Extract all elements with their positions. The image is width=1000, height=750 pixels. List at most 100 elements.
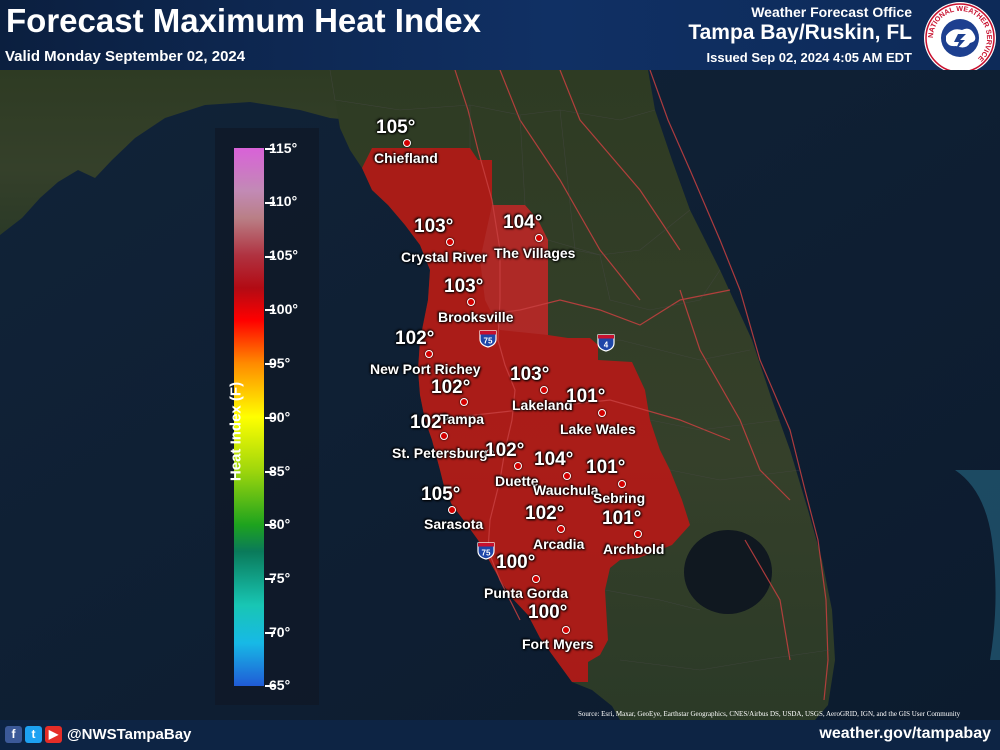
legend-tick-label: 90° bbox=[269, 409, 291, 425]
point-city: Wauchula bbox=[533, 482, 599, 498]
land-bahamas-edge bbox=[955, 470, 1000, 660]
legend-tick-label: 105° bbox=[269, 247, 298, 263]
legend-tick-label: 75° bbox=[269, 570, 291, 586]
point-city: Brooksville bbox=[438, 309, 514, 325]
point-city: Duette bbox=[495, 473, 539, 489]
twitter-icon[interactable]: t bbox=[25, 726, 42, 743]
legend-tick bbox=[265, 685, 275, 687]
point-marker bbox=[467, 298, 475, 306]
point-city: Lake Wales bbox=[560, 421, 636, 437]
header-bar: Forecast Maximum Heat Index Valid Monday… bbox=[0, 0, 1000, 74]
footer-bar: f t ▶ @NWSTampaBay weather.gov/tampabay bbox=[0, 720, 1000, 750]
point-marker bbox=[598, 409, 606, 417]
county-lines bbox=[329, 70, 831, 671]
svg-text:75: 75 bbox=[482, 549, 491, 558]
point-value: 103° bbox=[414, 216, 454, 237]
point-city: New Port Richey bbox=[370, 361, 481, 377]
interstate-75-shield-south: 75 bbox=[477, 542, 495, 560]
interstate-4-shield: 4 bbox=[597, 334, 615, 352]
legend-tick bbox=[265, 148, 275, 150]
map-source-credit: Source: Esri, Maxar, GeoEye, Earthstar G… bbox=[578, 710, 961, 718]
legend-tick-label: 110° bbox=[269, 193, 298, 209]
legend-tick-label: 65° bbox=[269, 677, 291, 693]
point-value: 104° bbox=[534, 449, 574, 470]
legend-tick bbox=[265, 363, 275, 365]
point-value: 101° bbox=[602, 508, 642, 529]
highways bbox=[429, 70, 829, 701]
social-handle[interactable]: @NWSTampaBay bbox=[67, 726, 192, 743]
point-city: St. Petersburg bbox=[392, 445, 488, 461]
heat-index-map: 75 75 4 bbox=[0, 70, 1000, 720]
point-marker bbox=[562, 626, 570, 634]
heat-index-region bbox=[362, 148, 690, 682]
point-value: 100° bbox=[496, 552, 536, 573]
point-city: Lakeland bbox=[512, 397, 573, 413]
point-value: 102° bbox=[525, 503, 565, 524]
point-marker bbox=[486, 449, 494, 457]
point-value: 102° bbox=[485, 440, 525, 461]
point-marker bbox=[446, 238, 454, 246]
point-value: 101° bbox=[586, 457, 626, 478]
point-marker bbox=[557, 525, 565, 533]
office-label: Weather Forecast Office bbox=[751, 4, 912, 20]
point-value: 102° bbox=[410, 412, 450, 433]
point-value: 105° bbox=[421, 484, 461, 505]
legend-tick-label: 70° bbox=[269, 624, 291, 640]
point-marker bbox=[440, 432, 448, 440]
point-value: 103° bbox=[510, 364, 550, 385]
facebook-icon[interactable]: f bbox=[5, 726, 22, 743]
point-marker bbox=[403, 139, 411, 147]
svg-text:4: 4 bbox=[604, 341, 609, 350]
land-panhandle bbox=[0, 70, 350, 235]
point-city-tampa: Tampa bbox=[440, 411, 485, 427]
florida-satellite-map bbox=[0, 70, 1000, 720]
legend-tick bbox=[265, 524, 275, 526]
point-marker bbox=[460, 398, 468, 406]
legend-tick-label: 95° bbox=[269, 355, 291, 371]
svg-text:75: 75 bbox=[484, 337, 493, 346]
point-city: Fort Myers bbox=[522, 636, 594, 652]
legend-tick-label: 115° bbox=[269, 140, 298, 156]
office-name: Tampa Bay/Ruskin, FL bbox=[688, 21, 912, 44]
legend-tick-label: 80° bbox=[269, 516, 291, 532]
point-city: Punta Gorda bbox=[484, 585, 569, 601]
point-value: 100° bbox=[528, 602, 568, 623]
youtube-icon[interactable]: ▶ bbox=[45, 726, 62, 743]
nws-logo: NATIONAL WEATHER SERVICE bbox=[924, 2, 996, 74]
point-marker bbox=[425, 350, 433, 358]
point-marker bbox=[634, 530, 642, 538]
point-city: Crystal River bbox=[401, 249, 488, 265]
issued-time: Issued Sep 02, 2024 4:05 AM EDT bbox=[706, 50, 912, 65]
point-city: Chiefland bbox=[374, 150, 438, 166]
legend-tick bbox=[265, 417, 275, 419]
point-value: 101° bbox=[566, 386, 606, 407]
legend-title: Heat Index (F) bbox=[227, 381, 245, 482]
point-value: 103° bbox=[444, 276, 484, 297]
point-marker bbox=[563, 472, 571, 480]
lake-okeechobee bbox=[684, 530, 772, 614]
point-marker bbox=[535, 234, 543, 242]
point-value: 104° bbox=[503, 212, 543, 233]
point-marker bbox=[540, 386, 548, 394]
point-marker bbox=[532, 575, 540, 583]
social-icons: f t ▶ bbox=[5, 726, 62, 743]
legend-tick bbox=[265, 202, 275, 204]
legend-tick bbox=[265, 578, 275, 580]
legend-tick bbox=[265, 309, 275, 311]
point-value: 102° bbox=[395, 328, 435, 349]
point-value: 105° bbox=[376, 117, 416, 138]
point-city: The Villages bbox=[494, 245, 576, 261]
point-marker bbox=[618, 480, 626, 488]
legend-color-bar bbox=[234, 148, 264, 686]
valid-date: Valid Monday September 02, 2024 bbox=[5, 48, 246, 65]
heat-index-region-hatch bbox=[480, 205, 548, 335]
legend-tick bbox=[265, 256, 275, 258]
legend-tick bbox=[265, 471, 275, 473]
website-link[interactable]: weather.gov/tampabay bbox=[819, 725, 991, 742]
point-city: Arcadia bbox=[533, 536, 585, 552]
point-city: Archbold bbox=[603, 541, 665, 557]
legend-tick bbox=[265, 632, 275, 634]
legend-tick-label: 100° bbox=[269, 301, 298, 317]
point-city: Sebring bbox=[593, 490, 646, 506]
color-legend: 115° 110° 105° 100° 95° 90° 85° 80° 75° … bbox=[215, 128, 319, 705]
